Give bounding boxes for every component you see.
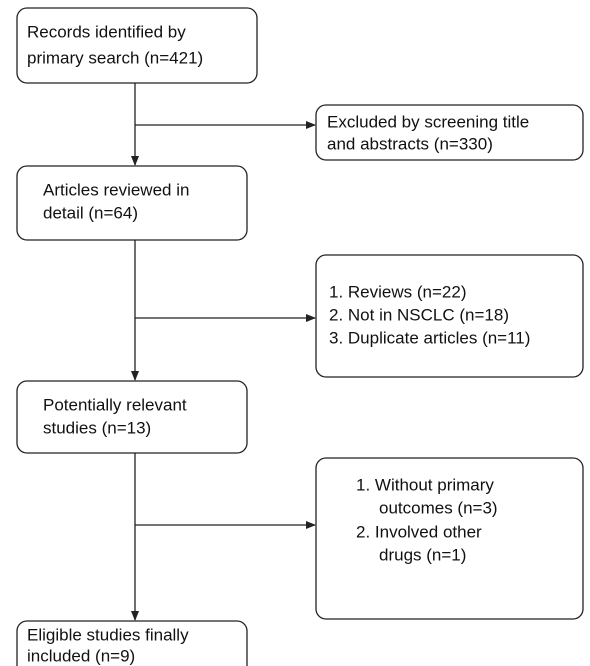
- box-text: 2. Not in NSCLC (n=18): [329, 305, 509, 324]
- box-text: 3. Duplicate articles (n=11): [329, 328, 530, 347]
- box-text: outcomes (n=3): [379, 498, 498, 517]
- box-text: 1. Reviews (n=22): [329, 282, 466, 301]
- box-text: primary search (n=421): [27, 48, 203, 67]
- box: [315, 457, 584, 620]
- box-text: Articles reviewed in: [43, 180, 189, 199]
- box-text: drugs (n=1): [379, 545, 466, 564]
- box-text: 2. Involved other: [356, 522, 482, 541]
- box: [16, 380, 248, 454]
- box-text: Records identified by: [27, 22, 186, 41]
- box: [16, 165, 248, 241]
- box-text: detail (n=64): [43, 203, 138, 222]
- box: [16, 620, 248, 666]
- box: [315, 254, 584, 378]
- box-text: Potentially relevant: [43, 395, 187, 414]
- box-text: Eligible studies finally: [27, 625, 189, 644]
- box-text: Excluded by screening title: [327, 112, 529, 131]
- box: [16, 7, 258, 84]
- box-text: 1. Without primary: [356, 475, 494, 494]
- box: [315, 104, 584, 161]
- box-text: studies (n=13): [43, 418, 151, 437]
- box-text: included (n=9): [27, 646, 135, 665]
- box-text: and abstracts (n=330): [327, 134, 493, 153]
